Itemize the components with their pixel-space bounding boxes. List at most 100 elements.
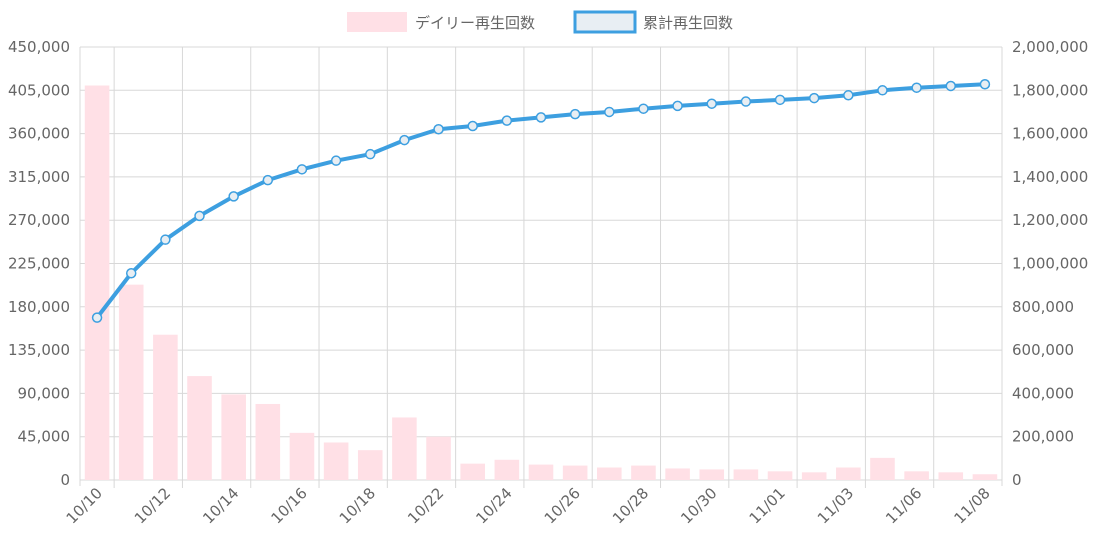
x-tick-label: 11/08 [950, 484, 993, 527]
daily-bar[interactable] [289, 432, 315, 480]
daily-bars [84, 85, 998, 480]
cumulative-point[interactable] [604, 106, 615, 118]
cumulative-point[interactable] [125, 267, 137, 279]
y-left-tick-label: 0 [60, 471, 70, 489]
cumulative-point[interactable] [672, 100, 683, 112]
daily-bar[interactable] [323, 442, 349, 480]
cumulative-point[interactable] [433, 124, 444, 135]
y-right-tick-label: 0 [1012, 471, 1022, 489]
legend-daily-label[interactable]: デイリー再生回数 [415, 14, 535, 32]
x-tick-label: 10/22 [404, 484, 447, 527]
cumulative-point[interactable] [877, 85, 888, 96]
cumulative-line [91, 78, 991, 323]
cumulative-point[interactable] [808, 92, 820, 104]
y-right-tick-label: 1,000,000 [1012, 255, 1088, 273]
y-right-tick-label: 2,000,000 [1012, 38, 1088, 56]
daily-bar[interactable] [84, 85, 110, 480]
cumulative-point[interactable] [979, 78, 991, 90]
cumulative-point[interactable] [365, 148, 376, 160]
daily-bar[interactable] [699, 469, 725, 480]
daily-bar[interactable] [221, 394, 246, 480]
y-left-tick-label: 450,000 [8, 38, 70, 56]
cumulative-point[interactable] [843, 90, 854, 101]
y-left-tick-label: 360,000 [8, 125, 70, 143]
y-left-tick-label: 270,000 [8, 211, 70, 229]
x-tick-label: 10/14 [199, 484, 242, 527]
y-right-tick-label: 200,000 [1012, 428, 1074, 446]
y-right-tick-label: 600,000 [1012, 341, 1074, 359]
cumulative-point[interactable] [945, 80, 957, 92]
y-left-tick-label: 135,000 [8, 341, 70, 359]
y-left-tick-label: 45,000 [18, 428, 71, 446]
cumulative-point[interactable] [740, 96, 752, 107]
cumulative-point[interactable] [569, 108, 581, 120]
y-left-tick-label: 225,000 [8, 255, 70, 273]
daily-bar[interactable] [153, 334, 178, 480]
daily-bar[interactable] [665, 468, 690, 480]
legend: デイリー再生回数 累計再生回数 [347, 10, 733, 34]
x-tick-label: 11/01 [746, 484, 789, 527]
daily-bar[interactable] [460, 463, 485, 480]
x-tick-label: 10/12 [131, 484, 174, 527]
cumulative-point[interactable] [399, 134, 410, 146]
cumulative-point[interactable] [535, 112, 547, 123]
x-tick-label: 10/16 [267, 484, 310, 527]
x-tick-label: 10/30 [677, 484, 720, 527]
y-left-tick-label: 90,000 [18, 384, 71, 402]
daily-bar[interactable] [426, 436, 451, 480]
daily-bar[interactable] [357, 450, 383, 480]
x-tick-label: 10/10 [63, 484, 106, 527]
daily-bar[interactable] [631, 465, 656, 480]
cumulative-point[interactable] [296, 164, 308, 175]
legend-daily-swatch[interactable] [347, 12, 407, 32]
y-left-tick-label: 180,000 [8, 298, 70, 316]
y-right-tick-label: 400,000 [1012, 384, 1074, 402]
cumulative-point[interactable] [706, 98, 717, 109]
cumulative-point[interactable] [91, 312, 103, 323]
cumulative-point[interactable] [262, 174, 274, 186]
cumulative-point[interactable] [160, 234, 171, 245]
daily-bar[interactable] [597, 467, 622, 480]
grid [79, 46, 1003, 488]
daily-bar[interactable] [801, 472, 827, 480]
cumulative-point[interactable] [467, 120, 478, 132]
y-left-tick-label: 405,000 [8, 81, 70, 99]
x-tick-label: 11/03 [814, 484, 857, 527]
x-tick-label: 10/26 [541, 484, 584, 527]
daily-bar[interactable] [528, 464, 554, 480]
y-right-tick-label: 1,400,000 [1012, 168, 1088, 186]
daily-bar[interactable] [836, 467, 861, 480]
daily-bar[interactable] [118, 284, 144, 480]
daily-bar[interactable] [972, 474, 998, 480]
y-right-tick-label: 1,800,000 [1012, 81, 1088, 99]
legend-cumulative-swatch[interactable] [573, 10, 637, 34]
daily-bar[interactable] [187, 376, 212, 480]
daily-bar[interactable] [767, 471, 793, 480]
x-tick-label: 10/24 [472, 484, 515, 527]
daily-bar[interactable] [904, 471, 929, 480]
cumulative-point[interactable] [228, 191, 239, 202]
cumulative-point[interactable] [774, 94, 786, 106]
daily-bar[interactable] [733, 469, 759, 480]
cumulative-point[interactable] [330, 155, 342, 166]
x-tick-label: 11/06 [882, 484, 925, 527]
cumulative-point[interactable] [911, 82, 922, 93]
daily-bar[interactable] [938, 472, 964, 480]
daily-bar[interactable] [392, 417, 417, 480]
y-right-tick-label: 1,600,000 [1012, 125, 1088, 143]
legend-cumulative-label[interactable]: 累計再生回数 [643, 14, 733, 32]
cumulative-point[interactable] [501, 115, 513, 126]
axes: 0 45,000 90,000 135,000 180,000 225,000 270,00… [8, 38, 1088, 527]
y-right-tick-label: 1,200,000 [1012, 211, 1088, 229]
y-right-tick-label: 800,000 [1012, 298, 1074, 316]
x-tick-label: 10/18 [336, 484, 379, 527]
daily-bar[interactable] [562, 465, 588, 480]
x-tick-label: 10/28 [609, 484, 652, 527]
cumulative-point[interactable] [638, 103, 649, 114]
y-left-tick-label: 315,000 [8, 168, 70, 186]
cumulative-point[interactable] [194, 210, 205, 222]
daily-bar[interactable] [494, 459, 520, 480]
daily-bar[interactable] [870, 457, 895, 480]
daily-bar[interactable] [255, 403, 281, 480]
